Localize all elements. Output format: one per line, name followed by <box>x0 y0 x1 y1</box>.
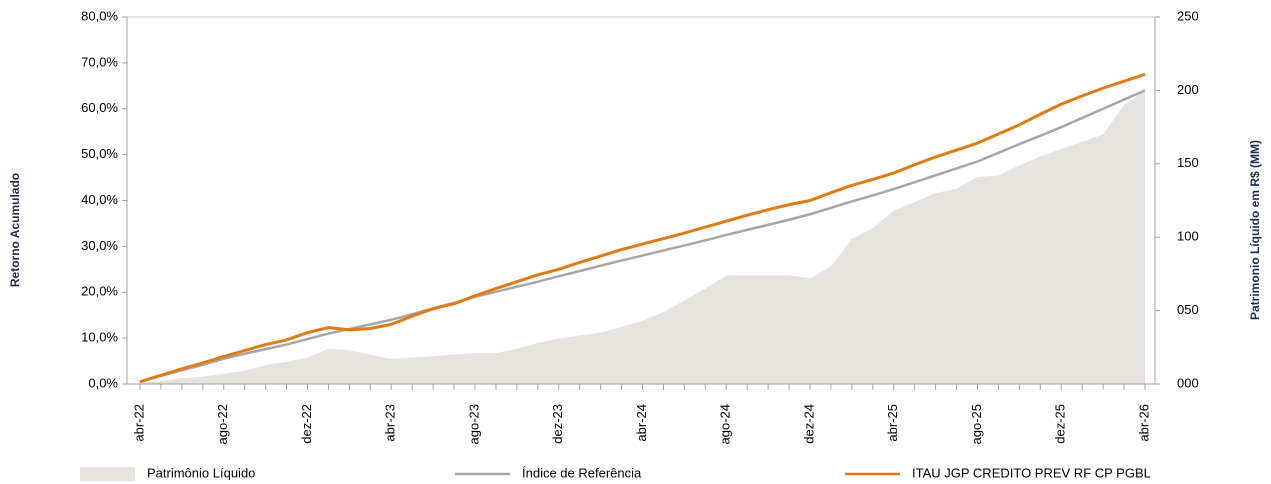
y2-tick-label: 250 <box>1177 8 1199 23</box>
x-tick-label: abr-23 <box>383 404 398 442</box>
x-tick-label: ago-24 <box>718 404 733 444</box>
y-tick-label: 60,0% <box>81 100 118 115</box>
data-layer <box>139 72 1146 385</box>
line <box>139 89 1146 383</box>
x-tick-label: dez-25 <box>1053 404 1068 444</box>
y-tick-label: 10,0% <box>81 330 118 345</box>
y-tick-label: 70,0% <box>81 54 118 69</box>
y2-tick-label: 100 <box>1177 229 1199 244</box>
y-tick-label: 0,0% <box>88 375 118 390</box>
x-tick-label: dez-23 <box>550 404 565 444</box>
x-tick-label: ago-22 <box>215 404 230 444</box>
legend-label: Patrimônio Líquido <box>147 465 255 480</box>
y2-axis-title: Patrimonio Líquido em R$ (MM) <box>1248 140 1262 320</box>
y-tick-label: 20,0% <box>81 284 118 299</box>
area <box>140 90 1145 385</box>
y2-tick-label: 200 <box>1177 82 1199 97</box>
x-tick-label: abr-24 <box>634 404 649 442</box>
x-tick-label: abr-25 <box>885 404 900 442</box>
x-tick-label: ago-25 <box>969 404 984 444</box>
legend-label: Índice de Referência <box>522 465 642 480</box>
y2-tick-label: 150 <box>1177 155 1199 170</box>
x-tick-label: dez-24 <box>801 404 816 444</box>
y-axis-title: Retorno Acumulado <box>8 173 22 287</box>
y-tick-label: 50,0% <box>81 146 118 161</box>
y-tick-label: 30,0% <box>81 238 118 253</box>
x-tick-label: ago-23 <box>466 404 481 444</box>
y2-tick-label: 000 <box>1177 375 1199 390</box>
legend-swatch <box>80 467 135 481</box>
legend-label: ITAU JGP CREDITO PREV RF CP PGBL <box>912 465 1151 480</box>
x-tick-label: abr-22 <box>131 404 146 442</box>
x-tick-label: dez-22 <box>299 404 314 444</box>
x-tick-label: abr-26 <box>1136 404 1151 442</box>
y-tick-label: 40,0% <box>81 192 118 207</box>
y-tick-label: 80,0% <box>81 8 118 23</box>
line <box>139 72 1146 384</box>
y2-tick-label: 050 <box>1177 302 1199 317</box>
